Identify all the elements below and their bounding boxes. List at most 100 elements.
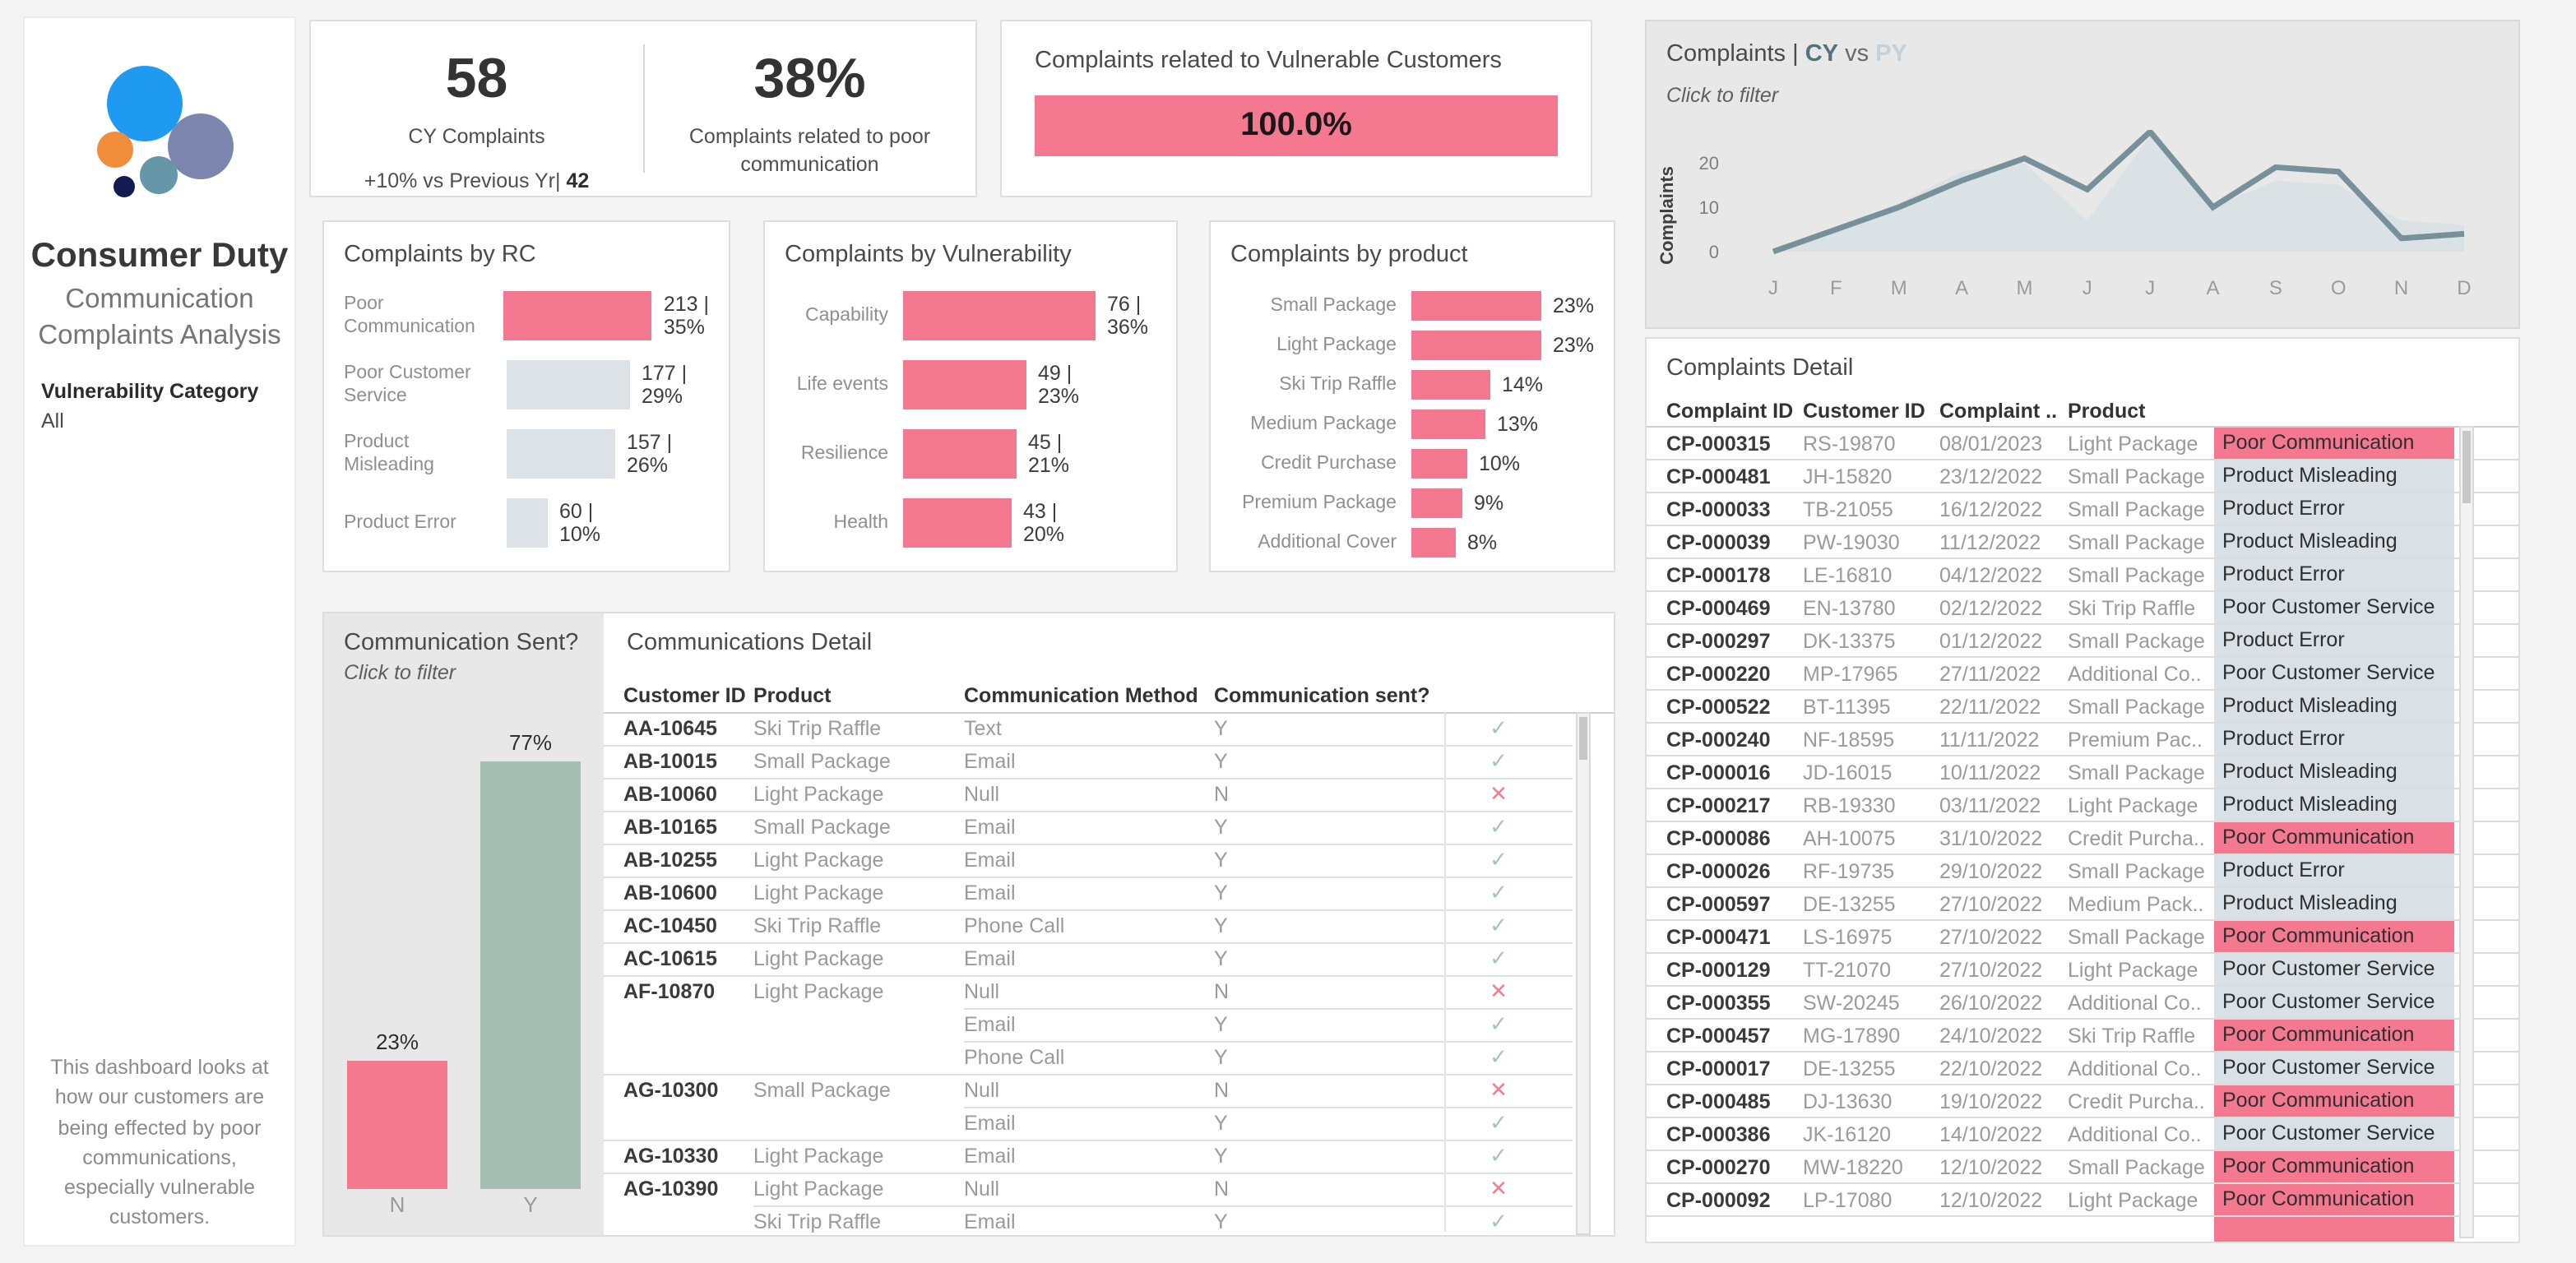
bar-product-misleading[interactable] — [507, 429, 615, 479]
table-row[interactable]: CP-000016 JD-16015 10/11/2022 Small Package… — [1647, 755, 2518, 788]
table-row[interactable]: CP-000026 RF-19735 29/10/2022 Small Package… — [1647, 854, 2518, 886]
table-row[interactable]: CP-000457 MG-17890 24/10/2022 Ski Trip Raff… — [1647, 1018, 2518, 1051]
table-row[interactable]: CP-000355 SW-20245 26/10/2022 Additional Co… — [1647, 985, 2518, 1018]
table-row[interactable]: Ski Trip Raffle Email Y ✓ — [604, 1205, 1614, 1235]
communications-scrollbar[interactable] — [1576, 712, 1591, 1235]
bar-poor-customer-service[interactable] — [507, 360, 630, 409]
table-row[interactable]: AG-10330 Light Package Email Y ✓ — [604, 1140, 1614, 1173]
table-row[interactable]: AC-10615 Light Package Email Y ✓ — [604, 942, 1614, 975]
table-row[interactable]: AG-10390 Light Package Null N ✕ — [604, 1173, 1614, 1205]
bar-product-error[interactable] — [507, 498, 548, 548]
bar-poor-communication[interactable] — [503, 291, 652, 340]
cell-date: 04/12/2022 — [1939, 564, 2043, 587]
bar-life-events[interactable] — [903, 360, 1026, 409]
table-row[interactable]: AF-10870 Light Package Null N ✕ — [604, 975, 1614, 1008]
py-label: PY — [1875, 41, 1907, 67]
bar-medium-package[interactable] — [1411, 409, 1485, 439]
vulnerability-filter-value[interactable]: All — [41, 409, 64, 433]
bar-value-credit-purchase: 10% — [1479, 451, 1521, 475]
table-row[interactable]: CP-000469 EN-13780 02/12/2022 Ski Trip Raff… — [1647, 590, 2518, 623]
cell-root-cause: Product Error — [2214, 855, 2454, 886]
table-row[interactable]: AB-10015 Small Package Email Y ✓ — [604, 745, 1614, 778]
table-row[interactable]: CP-000017 DE-13255 22/10/2022 Additional Co… — [1647, 1051, 2518, 1084]
cell-customer: RB-19330 — [1803, 794, 1896, 817]
sent-bar-y[interactable] — [480, 761, 581, 1189]
table-row[interactable]: AB-10600 Light Package Email Y ✓ — [604, 877, 1614, 909]
logo-bubble-teal-icon — [140, 156, 178, 194]
table-row[interactable]: CP-000217 RB-19330 03/11/2022 Light Package… — [1647, 788, 2518, 821]
table-row[interactable]: CP-000597 DE-13255 27/10/2022 Medium Pack..… — [1647, 886, 2518, 919]
bar-credit-purchase[interactable] — [1411, 449, 1467, 479]
bar-label-health: Health — [833, 512, 889, 533]
bar-additional-cover[interactable] — [1411, 528, 1456, 557]
cell-sent: N — [1214, 1079, 1230, 1102]
table-row[interactable]: CP-000039 PW-19030 11/12/2022 Small Package… — [1647, 525, 2518, 557]
table-row[interactable]: AB-10060 Light Package Null N ✕ — [604, 778, 1614, 811]
bar-resilience[interactable] — [903, 429, 1017, 479]
bar-ski-trip-raffle[interactable] — [1411, 370, 1490, 400]
table-row[interactable]: CP-000033 TB-21055 16/12/2022 Small Package… — [1647, 492, 2518, 525]
cell-root-cause: Product Error — [2214, 724, 2454, 755]
bar-health[interactable] — [903, 498, 1012, 548]
communications-scrollbar-thumb[interactable] — [1579, 717, 1587, 760]
bar-value-poor-customer-service: 177 | 29% — [642, 361, 688, 408]
cell-product: Light Package — [2068, 959, 2198, 982]
cell-sent: N — [1214, 783, 1230, 806]
cell-root-cause-highlighted: Poor Communication — [2214, 1020, 2454, 1051]
table-row[interactable] — [1647, 1215, 2518, 1242]
cell-id: CP-000457 — [1666, 1025, 1771, 1048]
table-row[interactable]: CP-000471 LS-16975 27/10/2022 Small Package… — [1647, 919, 2518, 952]
table-row[interactable]: CP-000522 BT-11395 22/11/2022 Small Package… — [1647, 689, 2518, 722]
table-row[interactable]: AB-10165 Small Package Email Y ✓ — [604, 811, 1614, 844]
cy-line-series[interactable] — [1772, 130, 2465, 255]
vulnerable-customers-card: Complaints related to Vulnerable Custome… — [1000, 20, 1592, 197]
table-row[interactable]: CP-000220 MP-17965 27/11/2022 Additional Co… — [1647, 656, 2518, 689]
cy-complaints-label: CY Complaints — [408, 125, 545, 148]
table-row[interactable]: CP-000270 MW-18220 12/10/2022 Small Package… — [1647, 1150, 2518, 1182]
y-tick-20: 20 — [1699, 153, 1719, 173]
cell-product: Credit Purcha.. — [2068, 827, 2204, 850]
cell-date: 03/11/2022 — [1939, 794, 2041, 817]
table-row[interactable]: CP-000129 TT-21070 27/10/2022 Light Package… — [1647, 952, 2518, 985]
table-row[interactable]: CP-000315 RS-19870 08/01/2023 Light Package… — [1647, 426, 2518, 459]
bar-label-small-package: Small Package — [1270, 295, 1397, 316]
complaints-scrollbar-thumb[interactable] — [2462, 431, 2471, 503]
table-row[interactable]: CP-000297 DK-13375 01/12/2022 Small Package… — [1647, 623, 2518, 656]
table-row[interactable]: AB-10255 Light Package Email Y ✓ — [604, 844, 1614, 877]
sent-bar-n[interactable] — [347, 1061, 447, 1189]
bar-label-poor-customer-service: Poor Customer Service — [344, 363, 471, 406]
table-row[interactable]: CP-000086 AH-10075 31/10/2022 Credit Purcha… — [1647, 821, 2518, 854]
complaints-scrollbar[interactable] — [2459, 426, 2474, 1238]
table-row[interactable]: Email Y ✓ — [604, 1107, 1614, 1140]
cell-root-cause-highlighted — [2214, 1217, 2454, 1242]
cell-product: Small Package — [2068, 926, 2204, 949]
table-row[interactable]: Email Y ✓ — [604, 1008, 1614, 1041]
table-row[interactable]: CP-000485 DJ-13630 19/10/2022 Credit Purcha… — [1647, 1084, 2518, 1117]
table-row[interactable]: AA-10645 Ski Trip Raffle Text Y ✓ — [604, 712, 1614, 745]
logo-bubble-navy-icon — [114, 176, 135, 197]
table-row[interactable]: CP-000240 NF-18595 11/11/2022 Premium Pac..… — [1647, 722, 2518, 755]
cell-customer: AB-10060 — [623, 783, 717, 806]
table-row[interactable]: CP-000386 JK-16120 14/10/2022 Additional Co… — [1647, 1117, 2518, 1150]
sidebar: Consumer Duty Communication Complaints A… — [23, 16, 296, 1247]
table-row[interactable]: Phone Call Y ✓ — [604, 1041, 1614, 1074]
bar-row-premium-package: Premium Package 9% — [1230, 488, 1594, 518]
table-row[interactable]: CP-000092 LP-17080 12/10/2022 Light Package… — [1647, 1182, 2518, 1215]
table-row[interactable]: AG-10300 Small Package Null N ✕ — [604, 1074, 1614, 1107]
bar-premium-package[interactable] — [1411, 488, 1462, 518]
bar-capability[interactable] — [903, 291, 1096, 340]
bar-light-package[interactable] — [1411, 331, 1541, 360]
table-row[interactable]: AC-10450 Ski Trip Raffle Phone Call Y ✓ — [604, 909, 1614, 942]
bar-small-package[interactable] — [1411, 291, 1541, 321]
cy-vs-py-chart[interactable]: Complaints 0 10 20 J F M A M J J A S O N D — [1647, 130, 2522, 331]
table-row[interactable]: CP-000481 JH-15820 23/12/2022 Small Package… — [1647, 459, 2518, 492]
check-icon: ✓ — [1490, 715, 1508, 740]
py-area-series[interactable] — [1773, 136, 2464, 252]
cell-customer: JD-16015 — [1803, 761, 1893, 784]
kpi-poor-communication-pct: 38% Complaints related to poor communica… — [644, 21, 975, 196]
sent-bar-category-y: Y — [523, 1192, 538, 1217]
cy-comparison-text: +10% vs Previous Yr| — [364, 169, 567, 192]
vulnerable-customers-bar[interactable]: 100.0% — [1035, 95, 1558, 156]
table-row[interactable]: CP-000178 LE-16810 04/12/2022 Small Package… — [1647, 557, 2518, 590]
